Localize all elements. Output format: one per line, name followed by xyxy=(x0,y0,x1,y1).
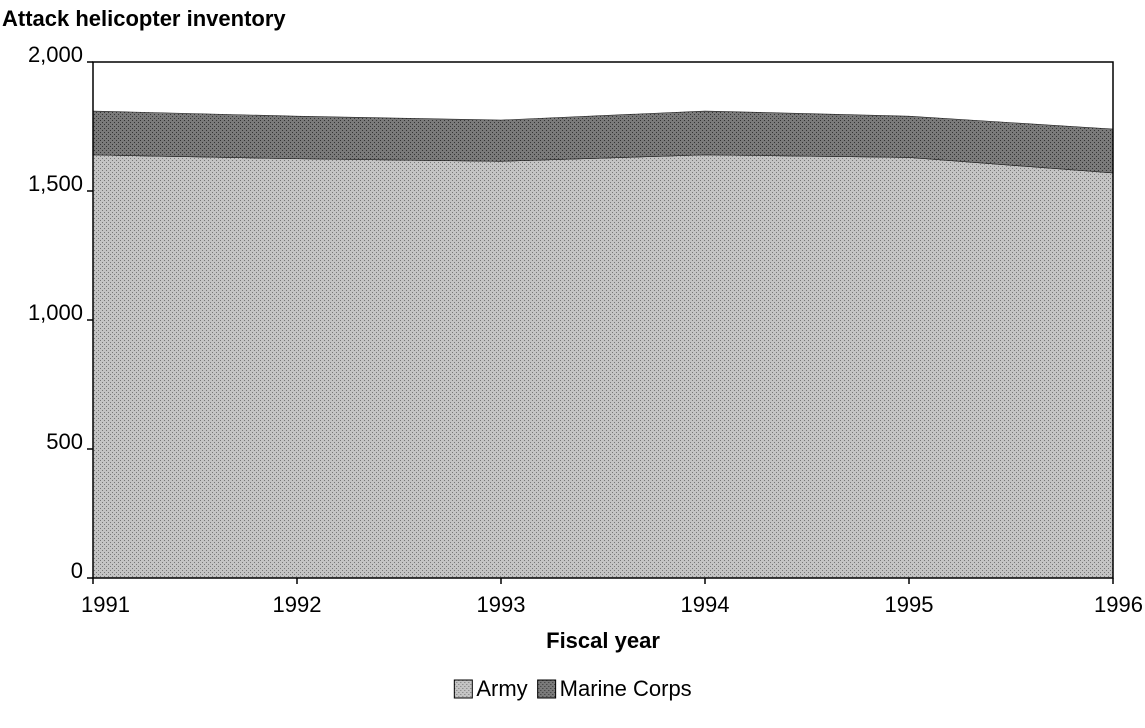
x-tick-label: 1991 xyxy=(81,592,130,617)
x-tick-label: 1992 xyxy=(273,592,322,617)
legend-swatch xyxy=(453,679,473,699)
x-tick-label: 1993 xyxy=(477,592,526,617)
x-tick-label: 1995 xyxy=(885,592,934,617)
legend: Army Marine Corps xyxy=(453,676,692,701)
legend-label: Marine Corps xyxy=(560,676,692,701)
x-tick-label: 1994 xyxy=(681,592,730,617)
x-tick-label: 1996 xyxy=(1094,592,1143,617)
chart-title: Attack helicopter inventory xyxy=(2,6,286,31)
x-axis-label: Fiscal year xyxy=(546,628,660,653)
legend-swatch xyxy=(537,679,557,699)
y-tick-label: 500 xyxy=(46,429,83,454)
y-tick-label: 0 xyxy=(71,558,83,583)
legend-label: Army xyxy=(476,676,527,701)
y-tick-label: 1,000 xyxy=(28,300,83,325)
y-tick-label: 1,500 xyxy=(28,171,83,196)
y-tick-label: 2,000 xyxy=(28,42,83,67)
area-0 xyxy=(92,154,1114,579)
